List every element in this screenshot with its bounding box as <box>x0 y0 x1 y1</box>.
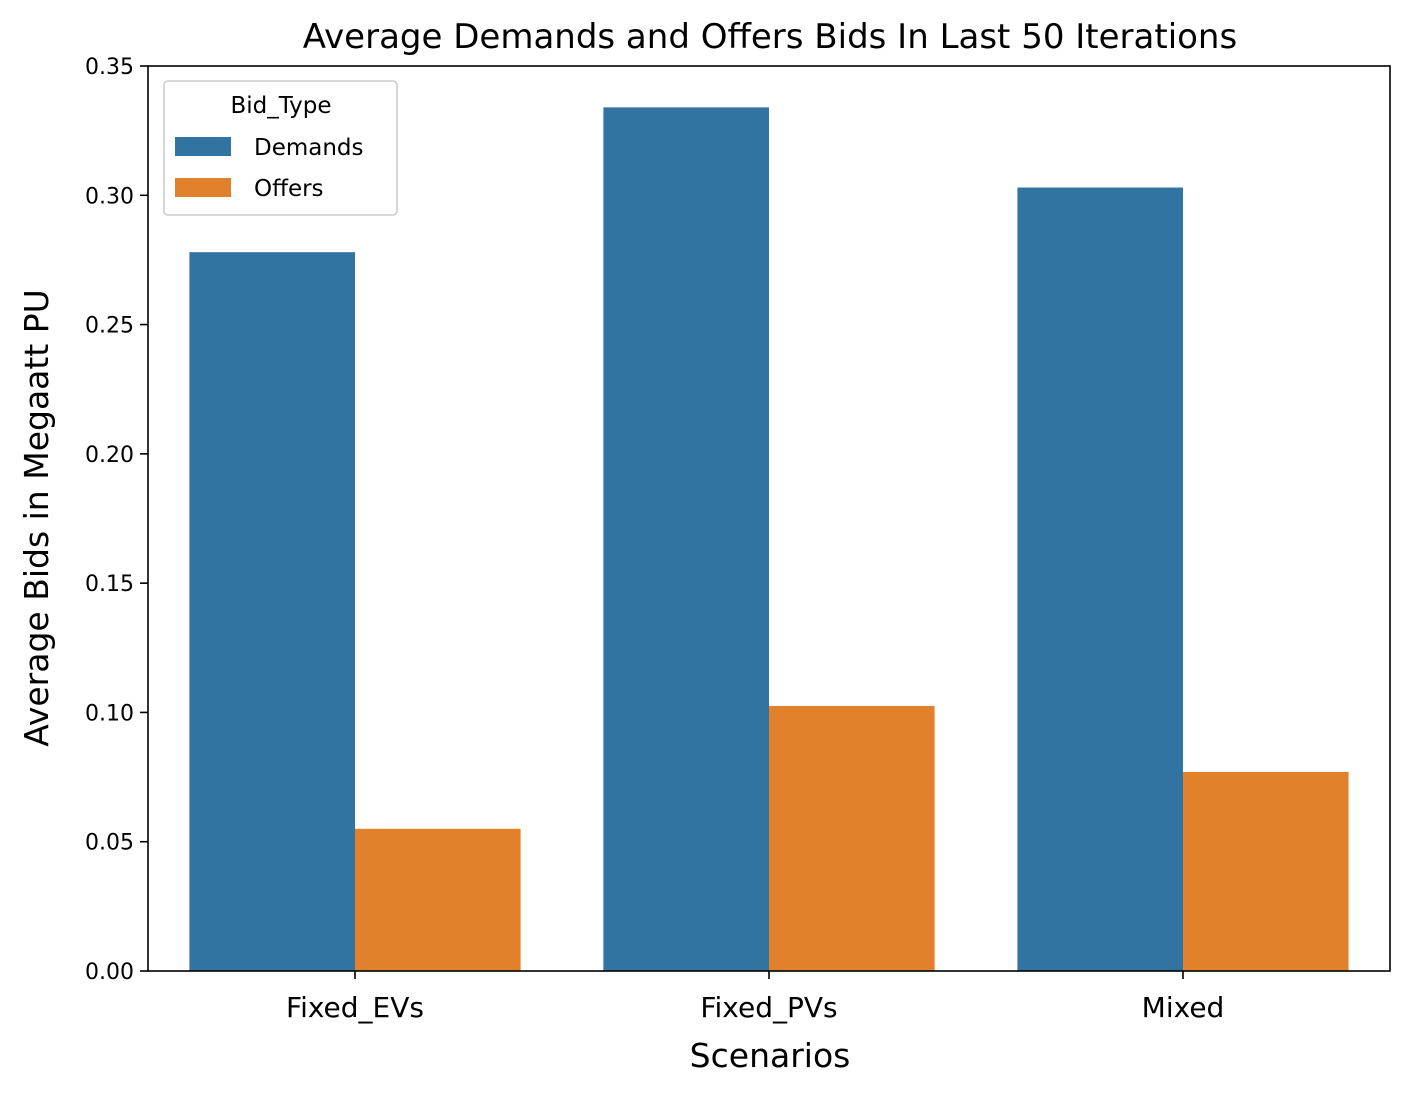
y-tick-label: 0.00 <box>85 960 134 985</box>
y-tick-label: 0.10 <box>85 701 134 726</box>
plot-area: 0.00 0.05 0.10 0.15 0.20 0.25 0.30 0.35 Fixed_E… <box>85 55 1391 1024</box>
x-tick-label: Mixed <box>1142 991 1225 1024</box>
bar-demands-fixed-pvs <box>603 107 769 971</box>
bar-demands-mixed <box>1017 187 1183 971</box>
legend-swatch-offers <box>175 178 231 197</box>
legend-label-demands: Demands <box>254 135 364 161</box>
bar-offers-mixed <box>1183 771 1349 971</box>
y-tick-label: 0.25 <box>85 314 134 339</box>
y-axis-label: Average Bids in Megaatt PU <box>17 289 56 747</box>
legend: Bid_Type Demands Offers <box>163 80 398 216</box>
chart-title: Average Demands and Offers Bids In Last … <box>303 17 1237 57</box>
y-tick-label: 0.30 <box>85 184 134 209</box>
y-tick-label: 0.15 <box>85 572 134 597</box>
x-tick-label: Fixed_EVs <box>286 991 424 1024</box>
x-axis-ticks: Fixed_EVs Fixed_PVs Mixed <box>286 971 1224 1024</box>
y-axis-ticks: 0.00 0.05 0.10 0.15 0.20 0.25 0.30 0.35 <box>85 55 148 985</box>
legend-swatch-demands <box>175 137 231 156</box>
x-axis-label: Scenarios <box>690 1036 851 1075</box>
bar-offers-fixed-evs <box>355 828 521 971</box>
y-tick-label: 0.20 <box>85 443 134 468</box>
bar-offers-fixed-pvs <box>769 705 935 971</box>
legend-title: Bid_Type <box>230 93 331 119</box>
plot-frame <box>147 65 1391 972</box>
y-tick-label: 0.05 <box>85 831 134 856</box>
y-tick-label: 0.35 <box>85 55 134 80</box>
bar-demands-fixed-evs <box>189 252 355 971</box>
x-tick-label: Fixed_PVs <box>700 991 837 1024</box>
legend-label-offers: Offers <box>254 176 324 202</box>
legend-items: Demands Offers <box>175 135 364 202</box>
bars-group <box>189 107 1349 971</box>
